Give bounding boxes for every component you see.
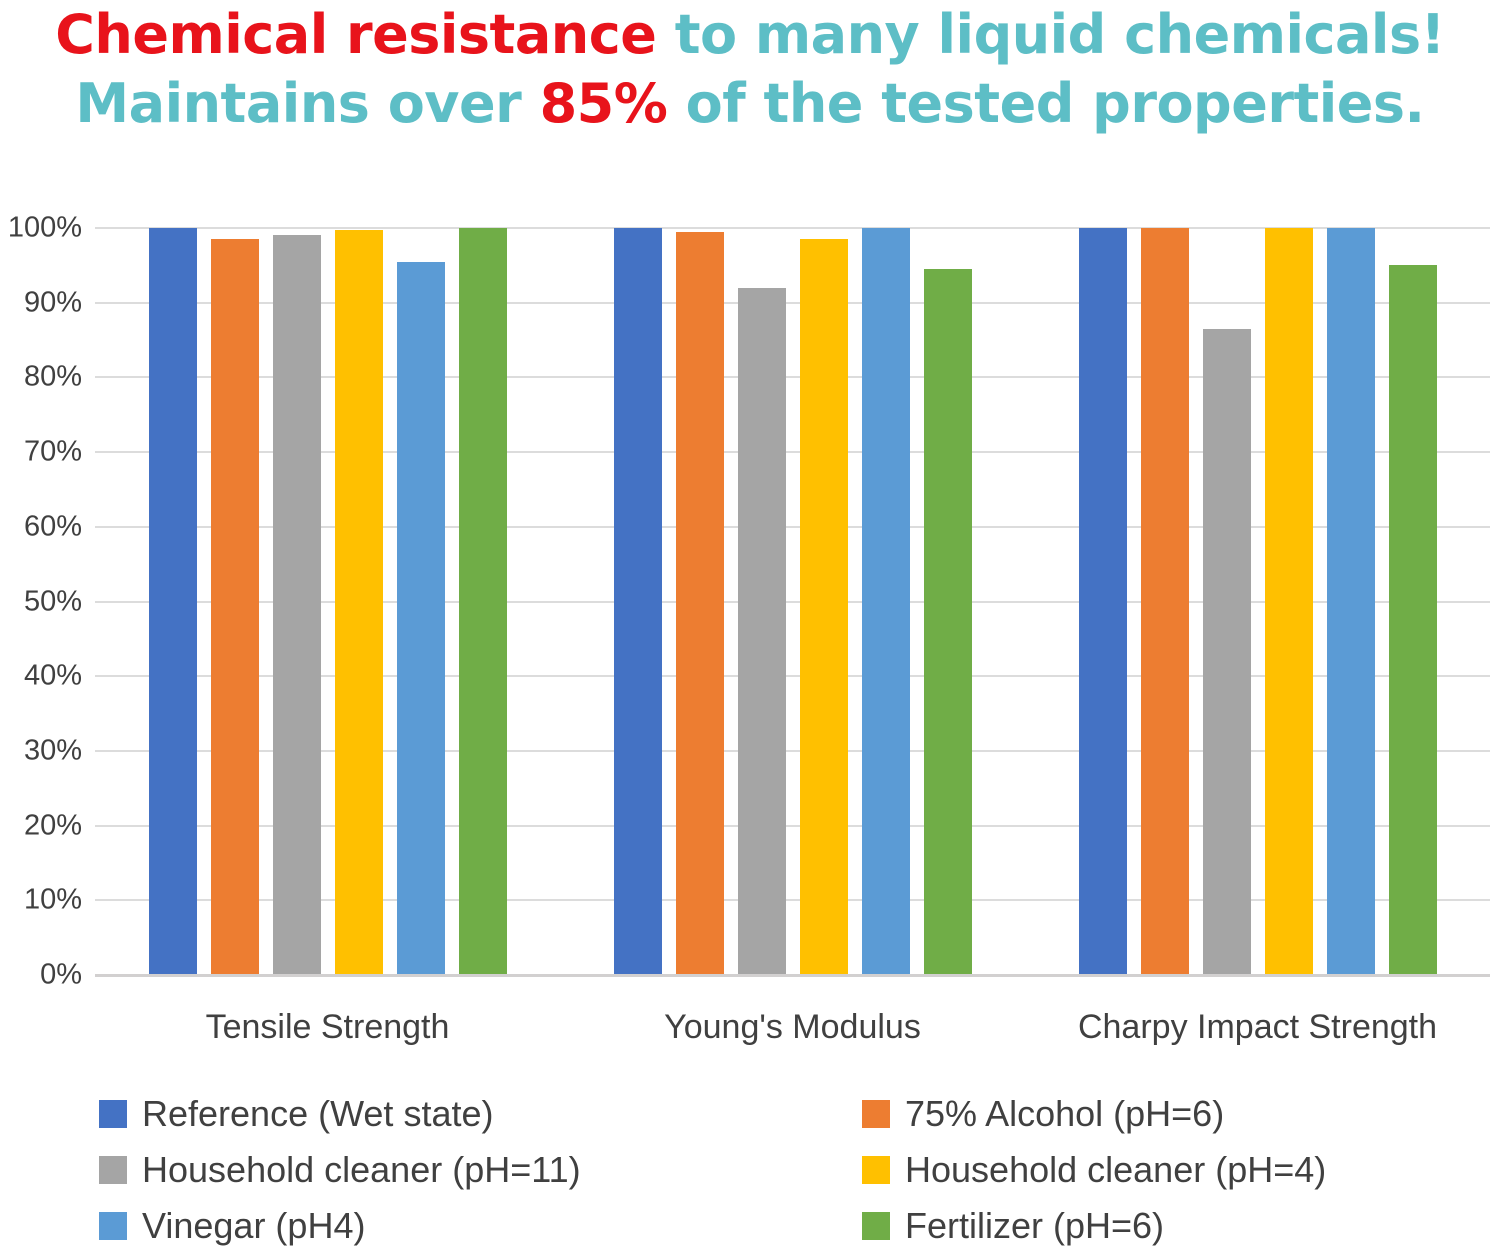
legend-item: Household cleaner (pH=4) xyxy=(862,1149,1326,1191)
bar xyxy=(923,269,972,975)
bar-group xyxy=(560,228,1025,975)
y-tick-label: 70% xyxy=(23,435,82,468)
gridline xyxy=(95,824,1490,827)
bar xyxy=(675,231,724,975)
legend-label: Vinegar (pH4) xyxy=(142,1205,366,1246)
y-axis: 0% 10% 20% 30% 40% 50% 60% 70% 80% 90% 100% xyxy=(0,212,82,991)
title-segment: Maintains over xyxy=(75,72,540,135)
category-label: Young's Modulus xyxy=(664,1008,921,1046)
y-tick-label: 80% xyxy=(23,360,82,393)
legend-swatch xyxy=(99,1100,127,1128)
title-line-1: Chemical resistance to many liquid chemi… xyxy=(0,0,1500,69)
bar xyxy=(613,228,662,975)
gridline xyxy=(95,525,1490,528)
chart-title: Chemical resistance to many liquid chemi… xyxy=(0,0,1500,138)
legend-item: Fertilizer (pH=6) xyxy=(862,1205,1326,1247)
y-tick-label: 40% xyxy=(23,659,82,692)
bar xyxy=(1202,328,1251,975)
legend-item: 75% Alcohol (pH=6) xyxy=(862,1093,1326,1135)
legend: Reference (Wet state) 75% Alcohol (pH=6) H… xyxy=(99,1086,1326,1248)
y-tick-label: 100% xyxy=(7,211,82,244)
title-segment: to many liquid chemicals! xyxy=(674,3,1446,66)
bar xyxy=(1264,228,1313,975)
bar xyxy=(148,228,197,975)
category-label: Tensile Strength xyxy=(205,1008,450,1046)
legend-label: Fertilizer (pH=6) xyxy=(905,1205,1165,1246)
legend-label: Household cleaner (pH=11) xyxy=(142,1149,581,1190)
y-tick-label: 30% xyxy=(23,734,82,767)
bar xyxy=(737,287,786,975)
legend-swatch xyxy=(99,1156,127,1184)
legend-label: Reference (Wet state) xyxy=(142,1093,494,1134)
gridline xyxy=(95,376,1490,379)
legend-swatch xyxy=(862,1212,890,1240)
gridline xyxy=(95,899,1490,902)
bar xyxy=(1140,228,1189,975)
x-axis-line xyxy=(95,974,1490,977)
y-tick-label: 20% xyxy=(23,809,82,842)
gridline xyxy=(95,675,1490,678)
bar xyxy=(396,261,445,975)
gridline xyxy=(95,600,1490,603)
x-axis: Tensile Strength Young's Modulus Charpy Im… xyxy=(95,1008,1490,1047)
bar xyxy=(210,239,259,975)
title-segment: of the tested properties. xyxy=(667,72,1425,135)
bar xyxy=(334,229,383,975)
bar xyxy=(1388,265,1437,975)
bar-groups xyxy=(95,228,1490,975)
legend-swatch xyxy=(99,1212,127,1240)
legend-label: 75% Alcohol (pH=6) xyxy=(905,1093,1225,1134)
title-segment: Chemical resistance xyxy=(55,3,675,66)
bar xyxy=(1326,228,1375,975)
gridline xyxy=(95,451,1490,454)
y-tick-label: 50% xyxy=(23,585,82,617)
legend-swatch xyxy=(862,1156,890,1184)
gridline xyxy=(95,227,1490,229)
bar xyxy=(1078,228,1127,975)
legend-item: Vinegar (pH4) xyxy=(99,1205,862,1247)
category-label: Charpy Impact Strength xyxy=(1077,1008,1438,1046)
legend-item: Household cleaner (pH=11) xyxy=(99,1149,862,1191)
y-tick-label: 0% xyxy=(40,958,82,991)
legend-label: Household cleaner (pH=4) xyxy=(905,1149,1327,1190)
bar xyxy=(799,239,848,975)
bar-group xyxy=(95,228,560,975)
y-tick-label: 90% xyxy=(23,286,82,319)
y-tick-label: 60% xyxy=(23,510,82,543)
gridline xyxy=(95,301,1490,304)
title-segment: 85% xyxy=(539,72,668,135)
legend-swatch xyxy=(862,1100,890,1128)
title-line-2: Maintains over 85% of the tested propert… xyxy=(0,69,1500,138)
gridline xyxy=(95,749,1490,752)
bar-group xyxy=(1025,228,1490,975)
bar xyxy=(272,235,321,975)
bar xyxy=(861,228,910,975)
y-tick-label: 10% xyxy=(23,883,82,916)
bar xyxy=(458,228,507,975)
legend-item: Reference (Wet state) xyxy=(99,1093,862,1135)
plot-area xyxy=(95,227,1490,977)
